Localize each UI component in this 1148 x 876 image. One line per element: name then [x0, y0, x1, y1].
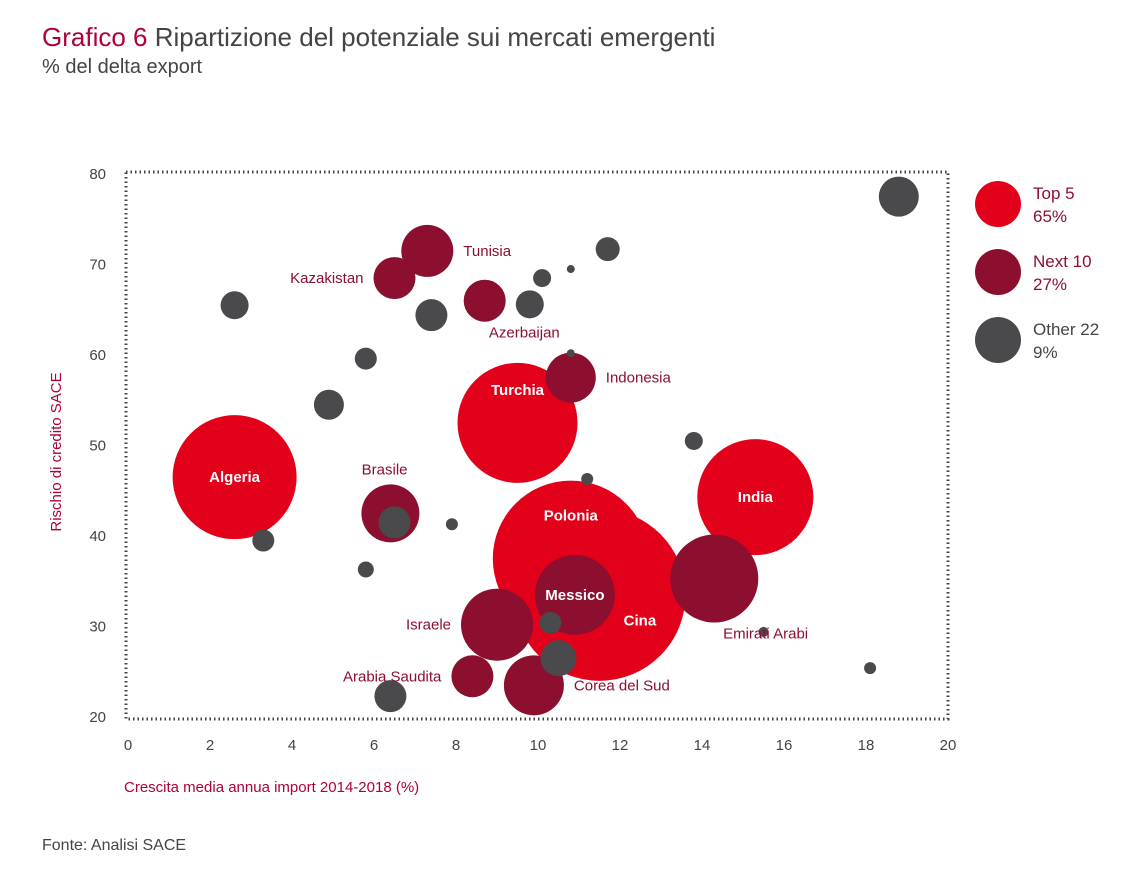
- chart-title-text: Ripartizione del potenziale sui mercati …: [154, 22, 716, 52]
- bubble-other-35: [566, 349, 575, 358]
- y-tick-label: 30: [89, 619, 106, 636]
- y-tick-label: 60: [89, 347, 106, 364]
- point-label-polonia: Polonia: [544, 508, 599, 525]
- source-note: Fonte: Analisi SACE: [42, 837, 187, 854]
- point-label-cina: Cina: [624, 613, 657, 630]
- bubble-kazakistan: [373, 257, 416, 300]
- x-tick-label: 20: [940, 737, 957, 754]
- bubble-algeria: [172, 415, 297, 540]
- point-label-india: India: [738, 489, 774, 506]
- bubble-other-27: [533, 269, 552, 288]
- chart-title-lead: Grafico 6: [42, 22, 148, 52]
- chart-title: Grafico 6 Ripartizione del potenziale su…: [42, 22, 715, 53]
- x-tick-label: 6: [370, 737, 378, 754]
- legend-share-top5: 65%: [1033, 207, 1067, 226]
- legend-share-other: 9%: [1033, 343, 1058, 362]
- x-tick-label: 10: [530, 737, 547, 754]
- legend-swatch-next10: [975, 249, 1021, 295]
- x-tick-label: 14: [694, 737, 711, 754]
- legend: Top 5 65% Next 10 27% Other 22 9%: [975, 181, 1099, 363]
- bubble-other-16: [540, 640, 577, 677]
- axis-ticks: 0 2 4 6 8 10 12 14 16 18 20 20 30 40 50 60 70 80: [89, 166, 956, 754]
- y-axis-label: Rischio di credito SACE: [48, 372, 65, 531]
- bubble-other-22: [220, 291, 249, 320]
- bubble-other-18: [378, 506, 411, 539]
- y-tick-label: 20: [89, 709, 106, 726]
- bubble-other-33: [758, 626, 769, 637]
- legend-swatch-top5: [975, 181, 1021, 227]
- bubble-layer: [172, 176, 919, 716]
- legend-name-top5: Top 5: [1033, 184, 1075, 203]
- bubble-indonesia: [545, 352, 596, 403]
- bubble-azerbaijan: [463, 279, 506, 322]
- bubble-arabia-saudita: [451, 655, 494, 698]
- x-tick-label: 12: [612, 737, 629, 754]
- plot-frame: [124, 170, 950, 721]
- chart-subtitle: % del delta export: [42, 56, 203, 78]
- point-label-brasile: Brasile: [362, 461, 408, 478]
- bubble-other-26: [539, 611, 562, 634]
- point-label-corea-del-sud: Corea del Sud: [574, 677, 670, 694]
- bubble-other-31: [445, 518, 458, 531]
- legend-name-next10: Next 10: [1033, 252, 1092, 271]
- bubble-other-32: [864, 662, 877, 675]
- point-label-messico: Messico: [545, 587, 604, 604]
- y-tick-label: 80: [89, 166, 106, 183]
- bubble-other-15: [878, 176, 919, 217]
- bubble-other-28: [684, 431, 703, 450]
- bubble-chart: Cina Polonia Algeria Turchia India Emirati Ar…: [48, 166, 1099, 796]
- bubble-tunisia: [401, 224, 454, 277]
- x-tick-label: 4: [288, 737, 296, 754]
- point-label-algeria: Algeria: [209, 469, 261, 486]
- bubble-other-24: [354, 347, 377, 370]
- y-tick-label: 40: [89, 528, 106, 545]
- point-label-layer: Cina Polonia Algeria Turchia India Emirati Ar…: [209, 243, 808, 694]
- point-label-arabia-saudita: Arabia Saudita: [343, 668, 442, 685]
- legend-share-next10: 27%: [1033, 275, 1067, 294]
- point-label-indonesia: Indonesia: [606, 370, 672, 387]
- x-tick-label: 2: [206, 737, 214, 754]
- point-label-emirati-arabi: Emirati Arabi: [723, 626, 808, 643]
- bubble-other-23: [595, 237, 620, 262]
- x-tick-label: 16: [776, 737, 793, 754]
- bubble-other-34: [566, 265, 575, 274]
- legend-swatch-other: [975, 317, 1021, 363]
- bubble-other-29: [357, 561, 374, 578]
- bubble-emirati-arabi: [670, 534, 759, 623]
- bubble-other-17: [415, 299, 448, 332]
- point-label-azerbaijan: Azerbaijan: [489, 325, 560, 342]
- y-tick-label: 70: [89, 257, 106, 274]
- point-label-turchia: Turchia: [491, 382, 545, 399]
- x-tick-label: 18: [858, 737, 875, 754]
- legend-name-other: Other 22: [1033, 320, 1099, 339]
- bubble-other-19: [374, 680, 407, 713]
- bubble-israele: [461, 588, 533, 661]
- bubble-turchia: [457, 362, 578, 483]
- y-tick-label: 50: [89, 438, 106, 455]
- bubble-other-25: [252, 529, 275, 552]
- point-label-israele: Israele: [406, 617, 451, 634]
- bubble-india: [697, 439, 814, 556]
- x-axis-label: Crescita media annua import 2014-2018 (%…: [124, 779, 419, 796]
- point-label-tunisia: Tunisia: [463, 243, 511, 260]
- bubble-other-30: [581, 472, 594, 485]
- bubble-other-21: [515, 290, 544, 319]
- x-tick-label: 0: [124, 737, 132, 754]
- point-label-kazakistan: Kazakistan: [290, 270, 363, 287]
- x-tick-label: 8: [452, 737, 460, 754]
- bubble-other-20: [313, 389, 344, 420]
